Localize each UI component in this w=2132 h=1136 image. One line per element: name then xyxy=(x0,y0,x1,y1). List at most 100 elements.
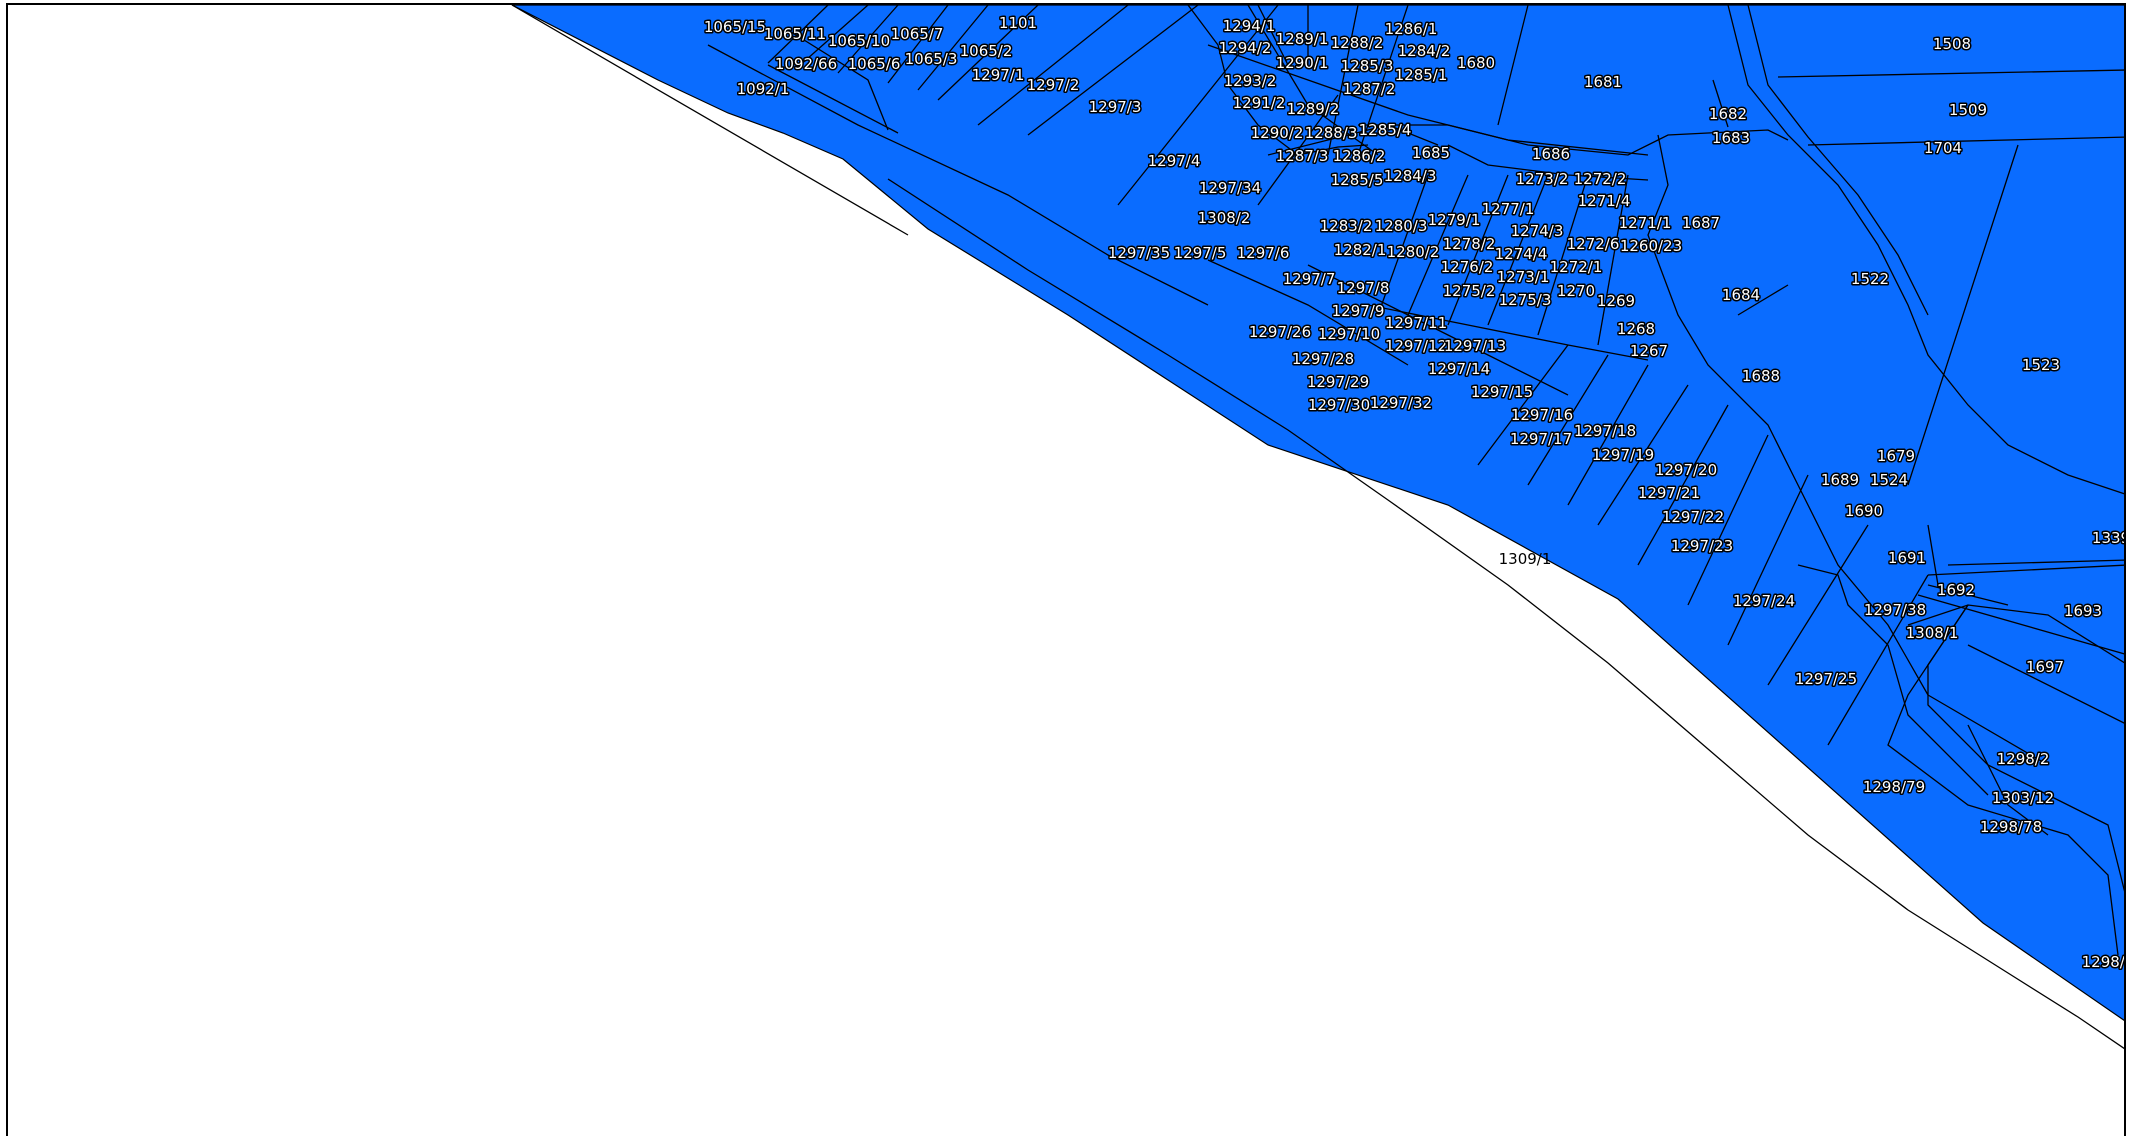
parcel-label[interactable]: 1297/17 xyxy=(1508,429,1573,450)
parcel-label[interactable]: 1092/66 xyxy=(773,54,838,75)
parcel-label[interactable]: 1065/7 xyxy=(889,24,945,45)
parcel-label[interactable]: 1523 xyxy=(2020,355,2061,376)
parcel-label[interactable]: 1275/3 xyxy=(1497,290,1553,311)
parcel-label[interactable]: 1272/1 xyxy=(1548,257,1604,278)
parcel-label[interactable]: 1684 xyxy=(1720,285,1761,306)
parcel-label[interactable]: 1686 xyxy=(1530,144,1571,165)
parcel-label[interactable]: 1289/1 xyxy=(1274,29,1330,50)
parcel-label[interactable]: 1267 xyxy=(1628,341,1669,362)
parcel-label[interactable]: 1065/2 xyxy=(958,41,1014,62)
parcel-label[interactable]: 1297/23 xyxy=(1669,536,1734,557)
parcel-area[interactable] xyxy=(511,5,2126,1023)
parcel-label[interactable]: 1285/4 xyxy=(1357,120,1413,141)
parcel-label[interactable]: 1297/38 xyxy=(1862,600,1927,621)
outside-parcel-label[interactable]: 1309/1 xyxy=(1499,550,1552,568)
parcel-label[interactable]: 1687 xyxy=(1680,213,1721,234)
parcel-label[interactable]: 1283/2 xyxy=(1318,216,1374,237)
parcel-label[interactable]: 1297/34 xyxy=(1197,178,1262,199)
parcel-label[interactable]: 1298/78 xyxy=(1978,817,2043,838)
parcel-label[interactable]: 1290/2 xyxy=(1249,123,1305,144)
parcel-label[interactable]: 1277/1 xyxy=(1480,199,1536,220)
parcel-label[interactable]: 1688 xyxy=(1740,366,1781,387)
parcel-label[interactable]: 1065/11 xyxy=(762,24,827,45)
parcel-label[interactable]: 1298/79 xyxy=(1861,777,1926,798)
parcel-label[interactable]: 1273/2 xyxy=(1514,169,1570,190)
parcel-label[interactable]: 1508 xyxy=(1931,34,1972,55)
parcel-label[interactable]: 1297/30 xyxy=(1306,395,1371,416)
parcel-label[interactable]: 1065/15 xyxy=(702,17,767,38)
parcel-label[interactable]: 1279/1 xyxy=(1426,210,1482,231)
parcel-label[interactable]: 1308/1 xyxy=(1904,623,1960,644)
parcel-label[interactable]: 1278/2 xyxy=(1441,234,1497,255)
parcel-label[interactable]: 1297/6 xyxy=(1235,243,1291,264)
parcel-label[interactable]: 1285/5 xyxy=(1329,170,1385,191)
parcel-label[interactable]: 1297/5 xyxy=(1172,243,1228,264)
parcel-label[interactable]: 1274/4 xyxy=(1493,244,1549,265)
parcel-label[interactable]: 1294/2 xyxy=(1217,38,1273,59)
parcel-label[interactable]: 1289/2 xyxy=(1285,99,1341,120)
parcel-label[interactable]: 1101 xyxy=(997,13,1038,34)
parcel-label[interactable]: 1297/7 xyxy=(1281,269,1337,290)
parcel-label[interactable]: 1297/18 xyxy=(1572,421,1637,442)
parcel-label[interactable]: 1291/2 xyxy=(1231,93,1287,114)
parcel-label[interactable]: 1297/8 xyxy=(1335,278,1391,299)
parcel-label[interactable]: 1297/13 xyxy=(1442,336,1507,357)
parcel-label[interactable]: 1274/3 xyxy=(1509,221,1565,242)
parcel-label[interactable]: 1685 xyxy=(1410,143,1451,164)
parcel-label[interactable]: 1690 xyxy=(1843,501,1884,522)
parcel-label[interactable]: 1065/3 xyxy=(903,49,959,70)
parcel-label[interactable]: 1284/3 xyxy=(1382,166,1438,187)
parcel-label[interactable]: 1297/35 xyxy=(1106,243,1171,264)
parcel-label[interactable]: 1287/3 xyxy=(1274,146,1330,167)
parcel-label[interactable]: 1297/20 xyxy=(1653,460,1718,481)
parcel-label[interactable]: 1282/1 xyxy=(1332,240,1388,261)
parcel-label[interactable]: 1288/3 xyxy=(1303,123,1359,144)
parcel-label[interactable]: 1693 xyxy=(2062,601,2103,622)
parcel-label[interactable]: 1297/9 xyxy=(1330,301,1386,322)
parcel-label[interactable]: 1285/3 xyxy=(1339,56,1395,77)
parcel-label[interactable]: 1280/3 xyxy=(1373,216,1429,237)
parcel-label[interactable]: 1704 xyxy=(1922,138,1963,159)
parcel-label[interactable]: 1271/4 xyxy=(1576,191,1632,212)
parcel-label[interactable]: 1297/29 xyxy=(1305,372,1370,393)
parcel-label[interactable]: 1268 xyxy=(1615,319,1656,340)
parcel-label[interactable]: 1294/1 xyxy=(1221,16,1277,37)
parcel-label[interactable]: 1286/2 xyxy=(1331,146,1387,167)
parcel-label[interactable]: 1524 xyxy=(1868,470,1909,491)
parcel-label[interactable]: 1691 xyxy=(1886,548,1927,569)
parcel-label[interactable]: 1290/1 xyxy=(1274,53,1330,74)
parcel-label[interactable]: 1065/10 xyxy=(826,31,891,52)
parcel-label[interactable]: 1680 xyxy=(1455,53,1496,74)
parcel-label[interactable]: 1276/2 xyxy=(1439,257,1495,278)
parcel-label[interactable]: 1297/19 xyxy=(1590,445,1655,466)
parcel-label[interactable]: 1297/24 xyxy=(1731,591,1796,612)
parcel-label[interactable]: 1522 xyxy=(1849,269,1890,290)
parcel-label[interactable]: 1297/25 xyxy=(1793,669,1858,690)
parcel-label[interactable]: 1682 xyxy=(1707,104,1748,125)
parcel-label[interactable]: 1303/12 xyxy=(1990,788,2055,809)
parcel-label[interactable]: 1689 xyxy=(1819,470,1860,491)
parcel-label[interactable]: 1297/26 xyxy=(1247,322,1312,343)
parcel-label[interactable]: 1308/2 xyxy=(1196,208,1252,229)
parcel-label[interactable]: 1297/28 xyxy=(1290,349,1355,370)
parcel-label[interactable]: 1297/12 xyxy=(1383,336,1448,357)
parcel-label[interactable]: 1297/21 xyxy=(1636,483,1701,504)
parcel-label[interactable]: 1288/2 xyxy=(1329,33,1385,54)
parcel-label[interactable]: 1297/32 xyxy=(1368,393,1433,414)
parcel-label[interactable]: 1284/2 xyxy=(1396,41,1452,62)
parcel-label[interactable]: 1065/6 xyxy=(846,54,902,75)
parcel-label[interactable]: 1271/1 xyxy=(1617,213,1673,234)
parcel-label[interactable]: 1297/22 xyxy=(1660,507,1725,528)
parcel-label[interactable]: 1692 xyxy=(1935,580,1976,601)
parcel-label[interactable]: 1297/14 xyxy=(1426,359,1491,380)
parcel-label[interactable]: 1285/1 xyxy=(1393,65,1449,86)
parcel-label[interactable]: 1297/3 xyxy=(1087,97,1143,118)
parcel-label[interactable]: 1269 xyxy=(1595,291,1636,312)
parcel-label[interactable]: 1297/11 xyxy=(1383,313,1448,334)
parcel-label[interactable]: 1298/4 xyxy=(2080,952,2126,973)
parcel-label[interactable]: 1293/2 xyxy=(1222,71,1278,92)
parcel-label[interactable]: 1297/2 xyxy=(1025,75,1081,96)
parcel-label[interactable]: 1297/10 xyxy=(1316,324,1381,345)
parcel-label[interactable]: 1272/6 xyxy=(1565,234,1621,255)
